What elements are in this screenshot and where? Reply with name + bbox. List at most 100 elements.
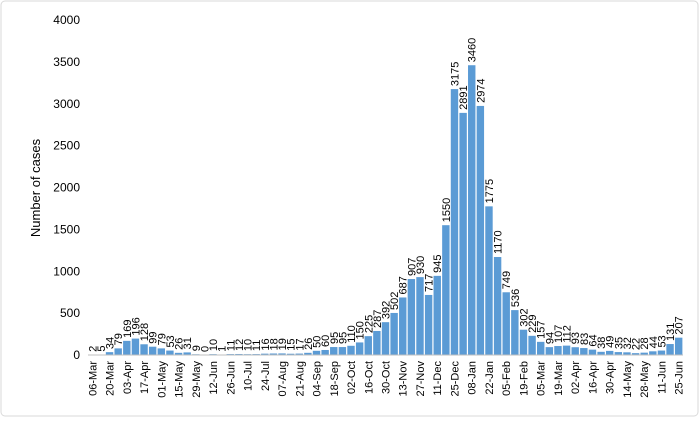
bar (572, 347, 579, 355)
y-axis-title: Number of cases (28, 138, 43, 237)
x-tick-label: 25-Jun (674, 361, 686, 395)
bar (477, 106, 484, 355)
x-tick-label: 02-Oct (346, 361, 358, 394)
bar (149, 347, 156, 355)
value-label: 2974 (475, 78, 487, 102)
x-tick-label: 11-Dec (432, 361, 444, 396)
value-label: 3460 (467, 38, 479, 62)
x-tick-label: 25-Dec (449, 361, 461, 397)
x-tick-label: 20-Mar (105, 361, 117, 396)
value-label: 930 (415, 256, 427, 274)
x-tick-label: 12-Jun (208, 361, 220, 395)
value-label: 1170 (493, 230, 505, 254)
x-tick-label: 27-Nov (415, 361, 427, 397)
bar (485, 206, 492, 355)
bar (503, 292, 510, 355)
bar (390, 313, 397, 355)
bar (321, 350, 328, 355)
x-tick-label: 28-May (639, 361, 651, 398)
value-label: 3175 (449, 62, 461, 86)
x-tick-label: 03-Apr (122, 361, 134, 394)
bar (373, 331, 380, 355)
x-tick-label: 13-Nov (398, 361, 410, 397)
value-label: 536 (510, 289, 522, 307)
x-tick-label: 18-Sep (329, 361, 341, 396)
x-tick-label: 21-Aug (294, 361, 306, 396)
bar (313, 351, 320, 355)
bar (416, 277, 423, 355)
x-tick-label: 16-Oct (363, 361, 375, 394)
y-tick-label: 3000 (53, 97, 80, 111)
y-tick-label: 4000 (53, 13, 80, 27)
x-tick-label: 08-Jan (467, 361, 479, 395)
x-tick-label: 05-Mar (536, 361, 548, 396)
x-tick-label: 07-Aug (277, 361, 289, 396)
x-tick-label: 17-Apr (139, 361, 151, 394)
bar (459, 113, 466, 355)
x-tick-label: 06-Mar (87, 361, 99, 396)
x-tick-label: 29-May (191, 361, 203, 398)
bar (468, 65, 475, 355)
x-tick-label: 19-Mar (553, 361, 565, 396)
bar (494, 257, 501, 355)
bar (158, 348, 165, 355)
bar (537, 342, 544, 355)
bar (649, 351, 656, 355)
bar (382, 322, 389, 355)
y-tick-label: 500 (60, 306, 80, 320)
y-tick-label: 2000 (53, 181, 80, 195)
bar (606, 351, 613, 355)
y-tick-label: 1500 (53, 222, 80, 236)
bar (123, 341, 130, 355)
x-tick-label: 04-Sep (312, 361, 324, 396)
bar (166, 351, 173, 355)
bar (434, 276, 441, 355)
y-tick-label: 0 (73, 348, 80, 362)
bar (425, 295, 432, 355)
bar (589, 350, 596, 355)
x-tick-label: 22-Jan (484, 361, 496, 395)
bar (347, 346, 354, 355)
y-tick-label: 1000 (53, 264, 80, 278)
bar (528, 336, 535, 355)
x-tick-label: 15-May (174, 361, 186, 398)
x-tick-label: 26-Jun (225, 361, 237, 395)
bar (339, 347, 346, 355)
y-tick-label: 2500 (53, 139, 80, 153)
x-tick-label: 14-May (622, 361, 634, 398)
value-label: 749 (501, 271, 513, 289)
x-tick-label: 02-Apr (570, 361, 582, 394)
bar (546, 347, 553, 355)
bar (365, 336, 372, 355)
bar (580, 348, 587, 355)
bar (511, 310, 518, 355)
x-tick-label: 16-Apr (587, 361, 599, 394)
bar (666, 344, 673, 355)
bar (520, 330, 527, 355)
bar (399, 297, 406, 355)
x-tick-label: 30-Apr (605, 361, 617, 394)
value-label: 1775 (484, 179, 496, 203)
value-label: 207 (674, 316, 686, 334)
x-tick-label: 01-May (156, 361, 168, 398)
x-tick-label: 19-Feb (518, 361, 530, 396)
bar (408, 279, 415, 355)
x-tick-label: 05-Feb (501, 361, 513, 396)
x-tick-label: 24-Jul (260, 361, 272, 391)
bar (132, 339, 139, 355)
bar (140, 344, 147, 355)
bar (356, 342, 363, 355)
x-tick-label: 10-Jul (243, 361, 255, 391)
y-tick-label: 3500 (53, 55, 80, 69)
bar (451, 89, 458, 355)
bar (563, 346, 570, 355)
bar (330, 347, 337, 355)
bar (675, 338, 682, 355)
x-tick-label: 30-Oct (381, 361, 393, 394)
x-tick-label: 11-Jun (656, 361, 668, 394)
bar (554, 346, 561, 355)
bar (658, 351, 665, 355)
bar (114, 348, 121, 355)
bar (442, 225, 449, 355)
